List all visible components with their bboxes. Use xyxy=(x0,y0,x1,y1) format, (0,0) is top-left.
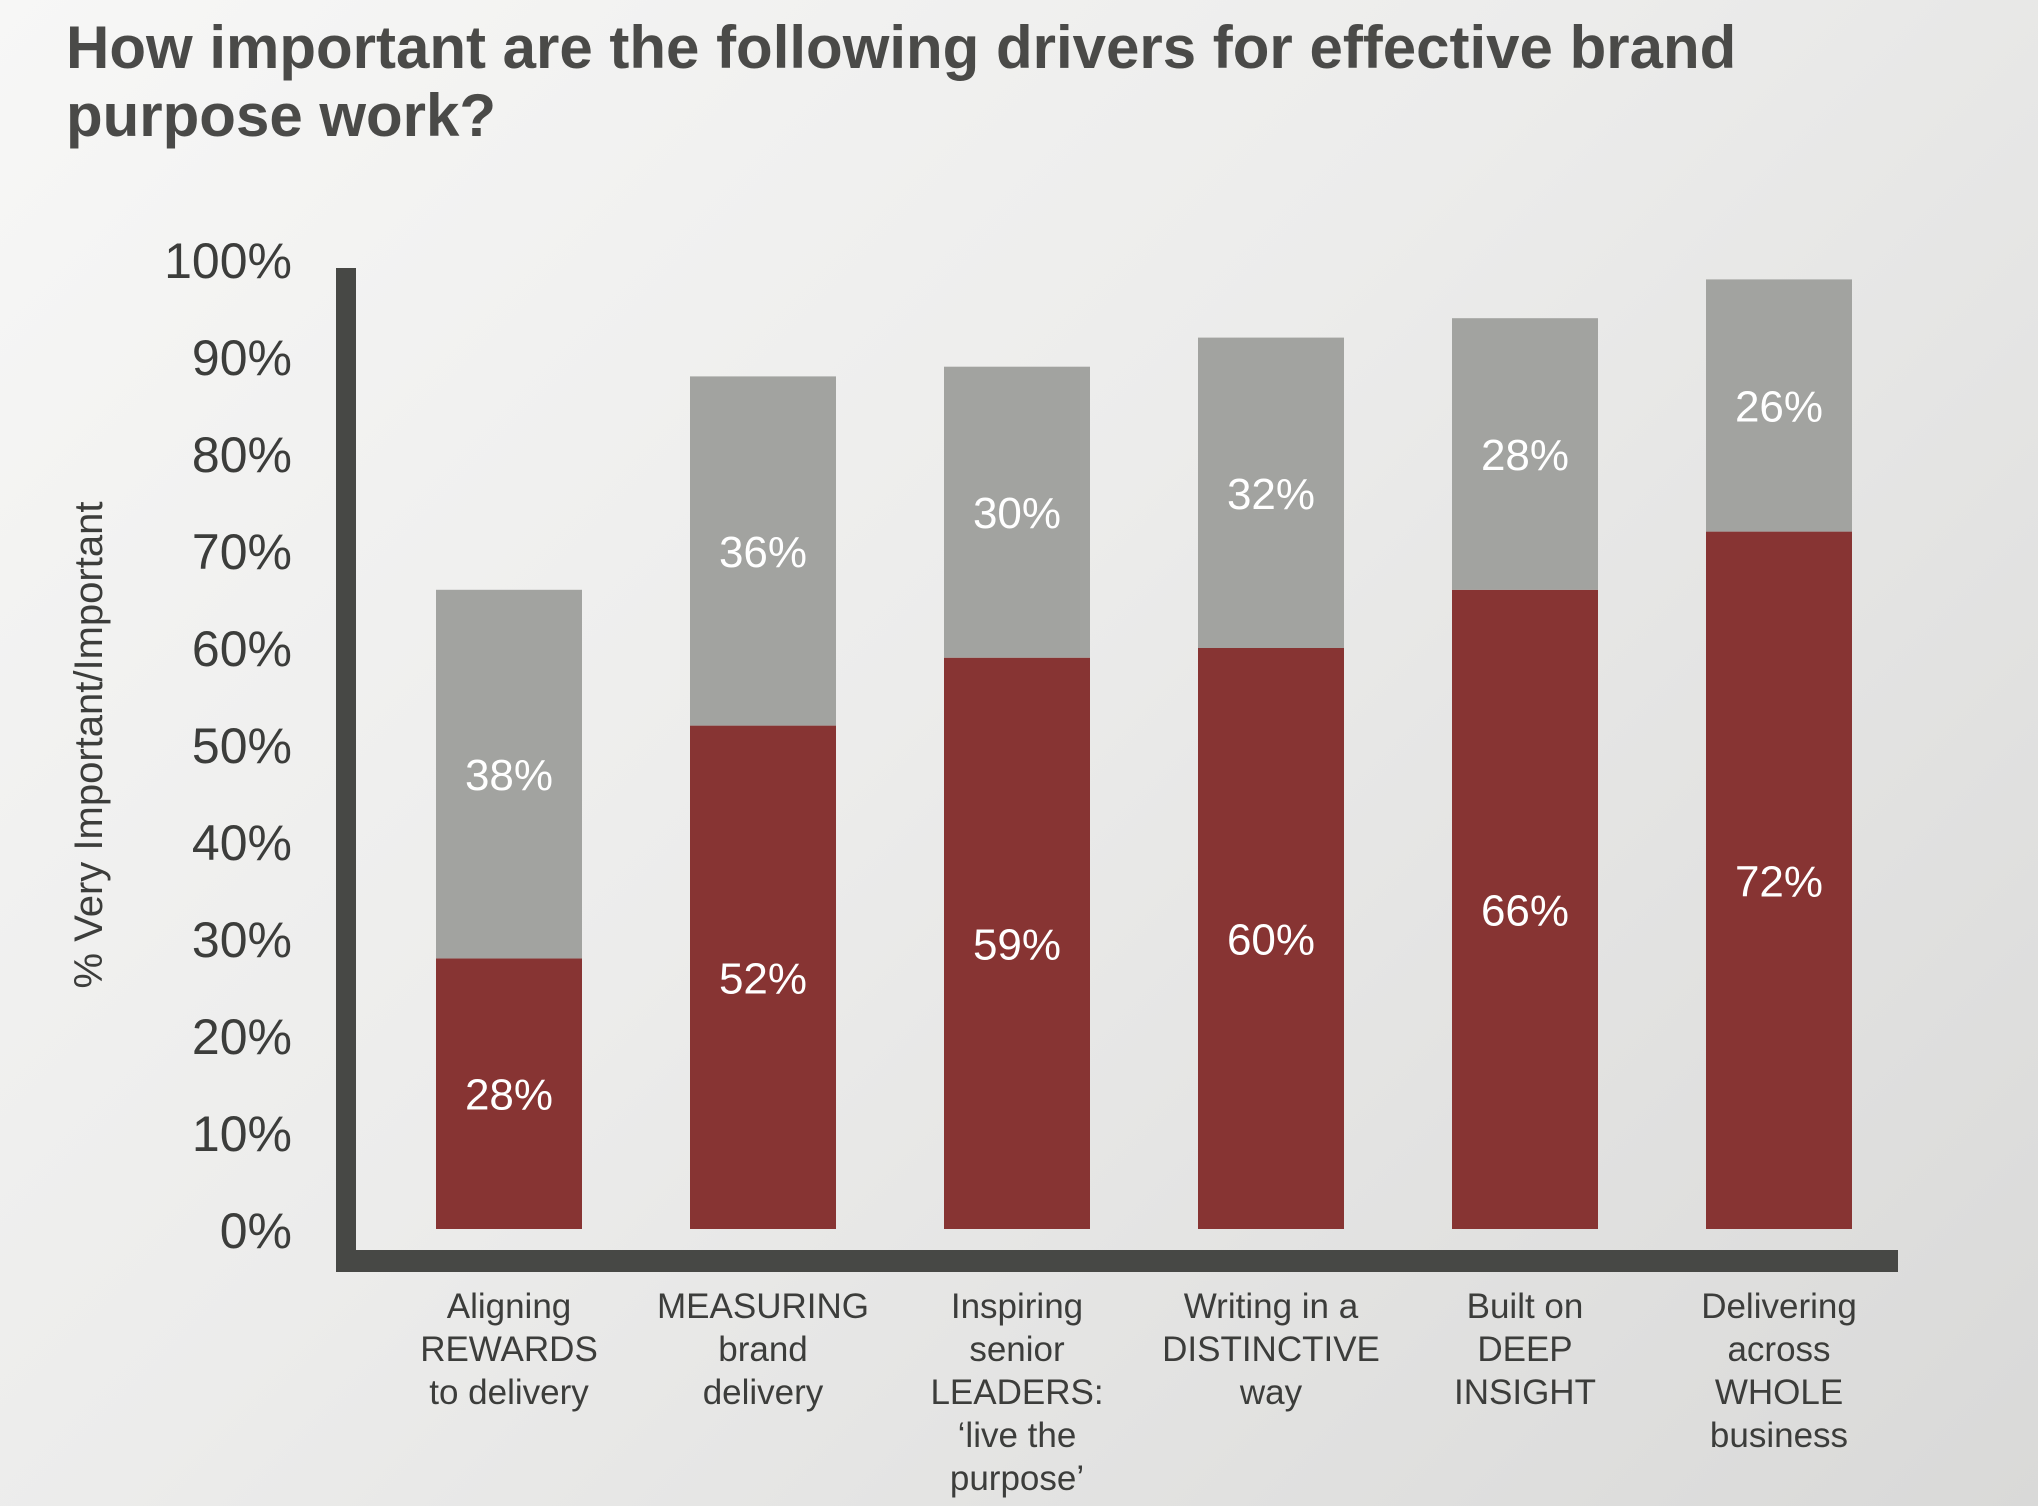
y-tick-label: 50% xyxy=(192,718,292,774)
bar-segment-important xyxy=(690,376,836,726)
bar-segment-very-important xyxy=(690,725,836,1229)
x-tick-label: Aligning xyxy=(447,1287,572,1326)
x-tick-label: DISTINCTIVE xyxy=(1162,1330,1380,1369)
chart-title: How important are the following drivers … xyxy=(66,14,1737,149)
bar-segment-very-important xyxy=(944,657,1090,1229)
data-label: 26% xyxy=(1735,383,1823,432)
data-label: 72% xyxy=(1735,857,1823,906)
data-label: 32% xyxy=(1227,470,1315,519)
bar-segment-important xyxy=(1452,318,1598,590)
x-tick-label: MEASURING xyxy=(657,1287,869,1326)
data-label: 28% xyxy=(1481,431,1569,480)
bar-segment-very-important xyxy=(1706,531,1852,1229)
x-tick-label: delivery xyxy=(703,1373,824,1412)
x-tick-label: senior xyxy=(969,1330,1065,1369)
data-label: 28% xyxy=(465,1071,553,1120)
y-tick-label: 100% xyxy=(164,233,292,289)
data-label: 66% xyxy=(1481,886,1569,935)
bar-segment-important xyxy=(1706,279,1852,532)
x-tick-label: to delivery xyxy=(429,1373,589,1412)
data-label: 52% xyxy=(719,954,807,1003)
x-tick-label: WHOLE xyxy=(1715,1373,1843,1412)
x-tick-label: LEADERS: xyxy=(930,1373,1103,1412)
bar-segment-very-important xyxy=(1198,648,1344,1229)
data-label: 38% xyxy=(465,751,553,800)
y-axis-title: % Very Important/Important xyxy=(67,502,111,989)
data-label: 60% xyxy=(1227,916,1315,965)
x-tick-label: Delivering xyxy=(1701,1287,1857,1326)
y-tick-label: 0% xyxy=(220,1203,292,1259)
y-tick-label: 30% xyxy=(192,912,292,968)
x-tick-label: purpose’ xyxy=(950,1459,1084,1498)
y-tick-label: 90% xyxy=(192,330,292,386)
y-tick-label: 20% xyxy=(192,1009,292,1065)
data-label: 59% xyxy=(973,920,1061,969)
x-tick-label: DEEP xyxy=(1477,1330,1572,1369)
y-tick-label: 10% xyxy=(192,1106,292,1162)
y-tick-label: 70% xyxy=(192,524,292,580)
x-tick-label: business xyxy=(1710,1416,1848,1455)
x-tick-label: way xyxy=(1239,1373,1303,1412)
y-tick-label: 80% xyxy=(192,427,292,483)
x-tick-label: brand xyxy=(718,1330,808,1369)
y-axis-line xyxy=(336,268,356,1252)
y-tick-label: 40% xyxy=(192,815,292,871)
bar-segment-important xyxy=(1198,337,1344,648)
x-tick-label: Writing in a xyxy=(1184,1287,1359,1326)
data-label: 30% xyxy=(973,489,1061,538)
y-tick-label: 60% xyxy=(192,621,292,677)
bar-segment-very-important xyxy=(436,958,582,1229)
x-tick-label: REWARDS xyxy=(420,1330,598,1369)
x-tick-label: Inspiring xyxy=(951,1287,1083,1326)
x-tick-label: across xyxy=(1727,1330,1830,1369)
x-tick-label: ‘live the xyxy=(958,1416,1077,1455)
bar-segment-very-important xyxy=(1452,589,1598,1229)
x-axis-line xyxy=(336,1250,1898,1272)
x-tick-label: Built on xyxy=(1467,1287,1584,1326)
x-tick-label: INSIGHT xyxy=(1454,1373,1596,1412)
bar-segment-important xyxy=(944,366,1090,658)
bar-segment-important xyxy=(436,589,582,959)
data-label: 36% xyxy=(719,528,807,577)
